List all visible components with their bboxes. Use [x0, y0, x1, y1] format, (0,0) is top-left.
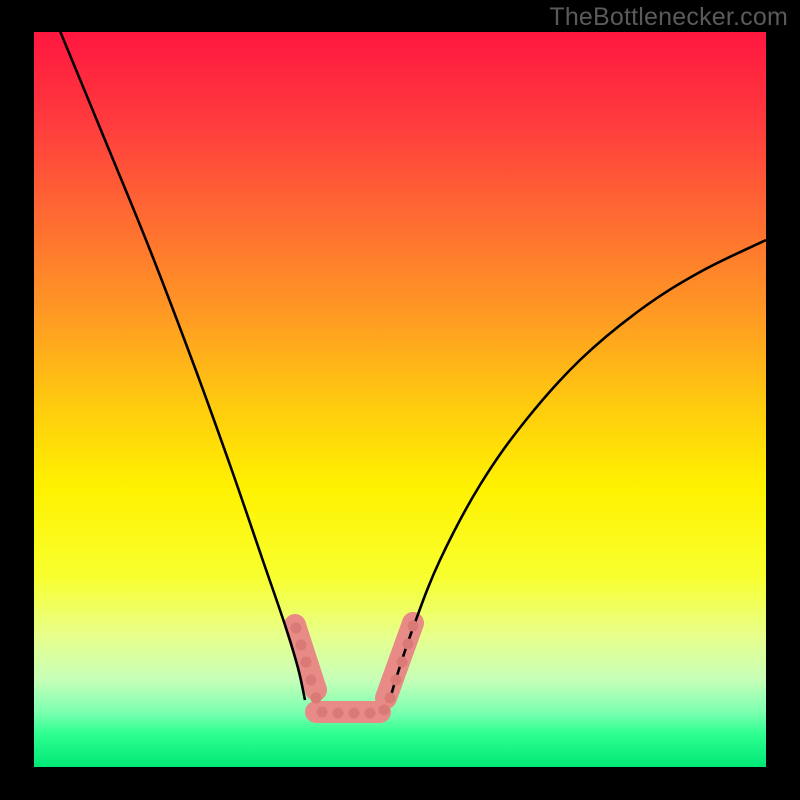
watermark-text: TheBottlenecker.com	[549, 3, 788, 32]
plot-area	[34, 32, 766, 767]
chart-frame: TheBottlenecker.com	[0, 0, 800, 800]
